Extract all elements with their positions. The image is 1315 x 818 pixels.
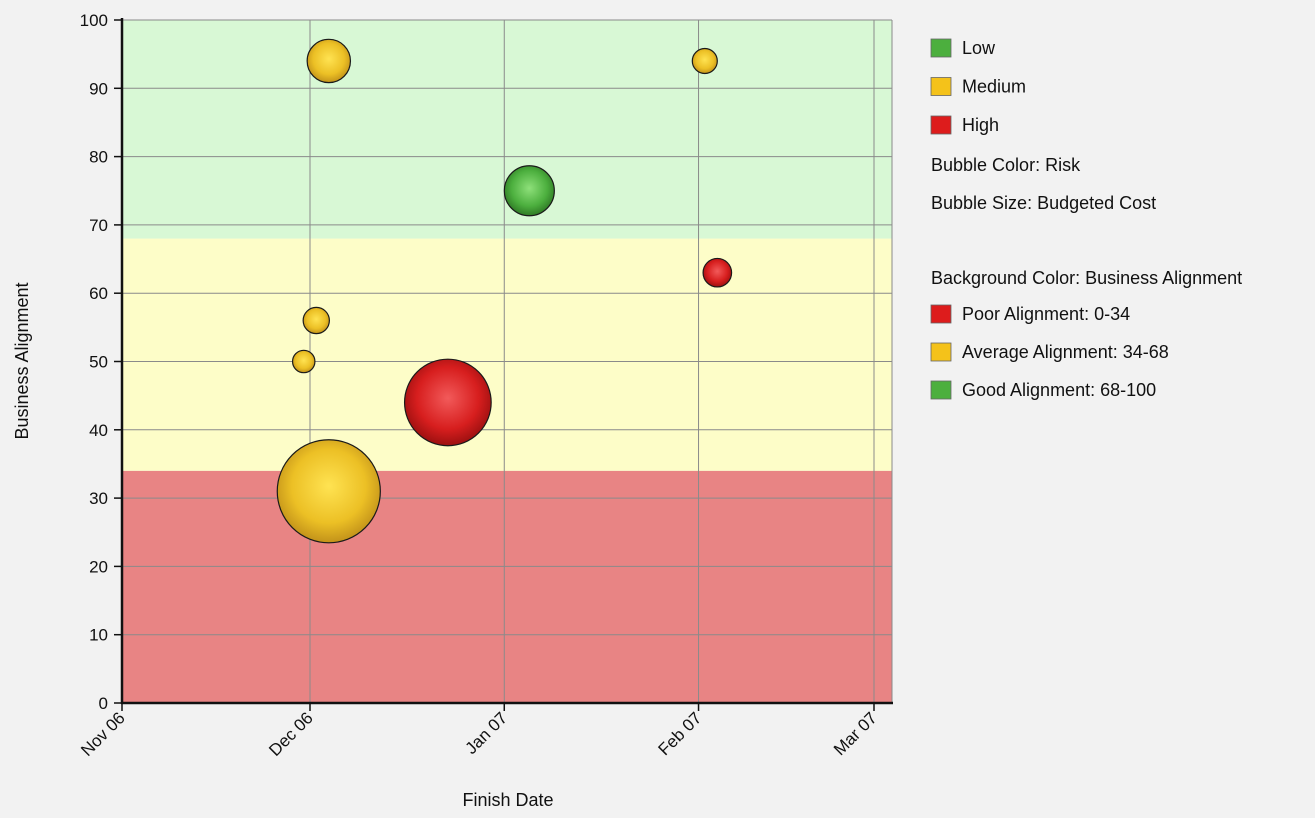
background-bands	[122, 20, 892, 703]
bubble-medium	[302, 306, 330, 335]
legend: Low Medium High Bubble Color: Risk Bubble Si…	[930, 38, 1242, 400]
band-0	[122, 470, 892, 703]
bubble-medium	[276, 439, 381, 544]
bubbles	[276, 38, 733, 544]
legend-bubble-size-note: Bubble Size: Budgeted Cost	[931, 193, 1156, 213]
band-2	[122, 20, 892, 239]
y-tick-label: 30	[89, 489, 108, 508]
y-axis-title: Business Alignment	[12, 282, 32, 439]
legend-risk-swatch	[930, 77, 952, 96]
gridlines	[122, 19, 893, 703]
y-tick-label: 60	[89, 284, 108, 303]
legend-risk-label: Medium	[962, 77, 1026, 97]
y-tick-label: 100	[80, 11, 108, 30]
legend-risk-label: High	[962, 115, 999, 135]
x-axis-title: Finish Date	[462, 790, 553, 810]
y-tick-label: 80	[89, 148, 108, 167]
y-tick-label: 10	[89, 626, 108, 645]
y-tick-label: 40	[89, 421, 108, 440]
y-tick-label: 90	[89, 79, 108, 98]
bubble-high	[702, 257, 733, 288]
y-tick-label: 50	[89, 353, 108, 372]
bubble-medium	[291, 349, 316, 374]
bubble-medium	[691, 47, 718, 75]
y-tick-label: 0	[99, 694, 108, 713]
legend-background-title: Background Color: Business Alignment	[931, 268, 1242, 288]
x-tick-label: Jan 07	[462, 708, 512, 758]
x-tick-label: Nov 06	[77, 708, 129, 760]
legend-alignment-label: Good Alignment: 68-100	[962, 380, 1156, 400]
x-tick-label: Mar 07	[830, 708, 881, 759]
y-tick-label: 70	[89, 216, 108, 235]
legend-risk-swatch	[930, 38, 952, 58]
bubble-medium	[306, 38, 352, 84]
y-tick-label: 20	[89, 557, 108, 576]
legend-alignment-swatch	[930, 380, 952, 400]
bubble-high	[403, 358, 492, 447]
legend-bubble-color-note: Bubble Color: Risk	[931, 155, 1081, 175]
band-1	[122, 238, 892, 471]
x-tick-label: Feb 07	[654, 708, 705, 759]
legend-alignment-label: Poor Alignment: 0-34	[962, 304, 1130, 324]
legend-risk-swatch	[930, 115, 952, 135]
x-tick-label: Dec 06	[265, 708, 317, 760]
bubble-low	[503, 165, 555, 217]
legend-alignment-swatch	[930, 304, 952, 324]
legend-risk-label: Low	[962, 38, 996, 58]
legend-alignment-swatch	[930, 342, 952, 362]
legend-alignment-label: Average Alignment: 34-68	[962, 342, 1169, 362]
